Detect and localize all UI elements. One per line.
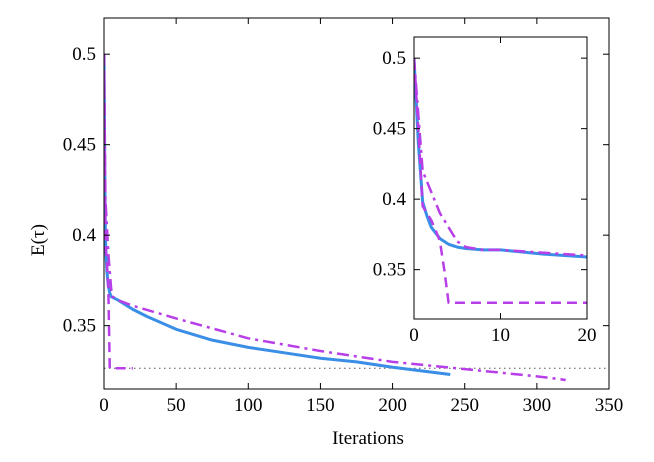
main-y-tick-label: 0.4 <box>72 225 96 246</box>
main-y-tick-label: 0.35 <box>63 316 96 337</box>
inset-y-tick-label: 0.5 <box>382 48 406 69</box>
y-axis-label: E(τ) <box>28 224 49 256</box>
inset-plot-background <box>414 37 587 319</box>
main-series-solid-line <box>104 54 451 377</box>
main-x-tick-label: 150 <box>306 395 335 416</box>
main-plot-frame <box>103 17 610 390</box>
main-x-tick-label: 350 <box>595 395 624 416</box>
main-x-tick-label: 200 <box>378 395 407 416</box>
main-x-tick-label: 50 <box>167 395 186 416</box>
inset-y-tick-label: 0.4 <box>382 189 406 210</box>
main-x-tick-label: 300 <box>523 395 552 416</box>
main-x-tick-label: 250 <box>450 395 479 416</box>
inset-series-group <box>414 58 587 305</box>
inset-x-tick-label: 10 <box>491 325 510 346</box>
inset-x-tick-label: 20 <box>578 325 597 346</box>
inset-series-dashed-line <box>414 58 587 305</box>
inset-y-tick-label: 0.35 <box>373 260 406 281</box>
main-x-tick-label: 100 <box>234 395 263 416</box>
main-x-tick-label: 0 <box>99 395 109 416</box>
main-series-dashed-line <box>104 54 133 370</box>
x-axis-label: Iterations <box>332 428 404 449</box>
main-y-tick-label: 0.5 <box>72 44 96 65</box>
main-y-tick-label: 0.45 <box>63 135 96 156</box>
inset-y-tick-label: 0.45 <box>373 119 406 140</box>
inset-x-tick-label: 0 <box>409 325 419 346</box>
